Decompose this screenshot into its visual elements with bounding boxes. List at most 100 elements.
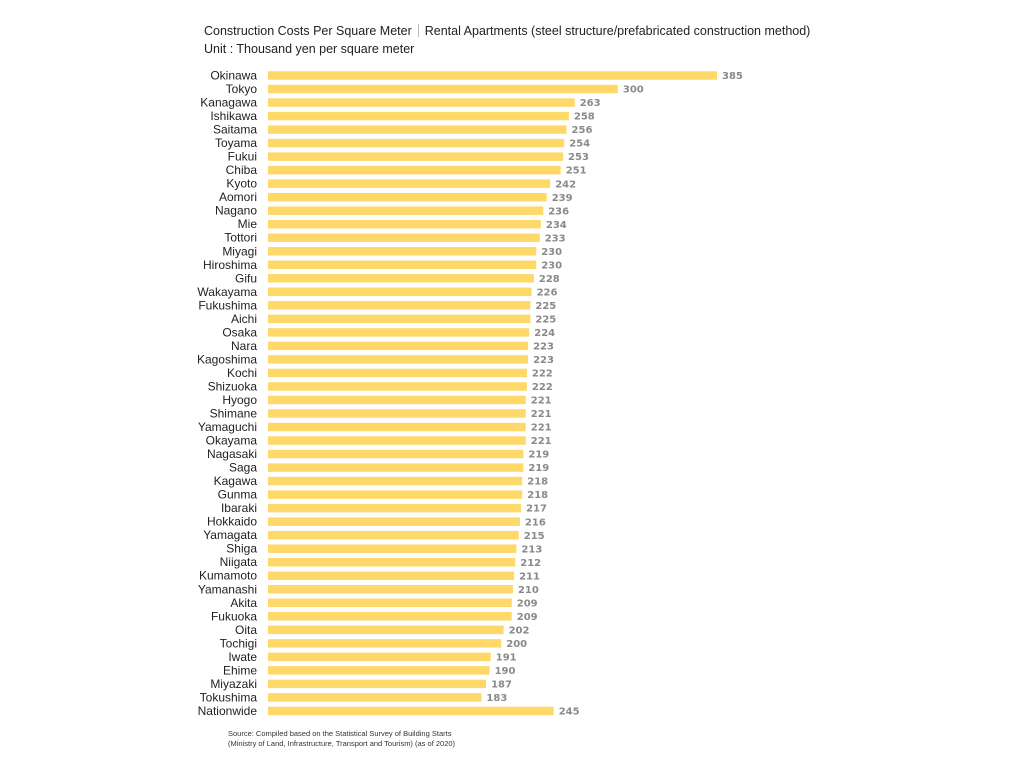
category-label: Hyogo (222, 393, 257, 407)
bar (268, 219, 541, 229)
data-label: 190 (495, 666, 516, 677)
data-label: 258 (574, 112, 595, 123)
data-label: 221 (531, 396, 552, 407)
category-label: Kanagawa (200, 96, 257, 110)
bar (268, 476, 523, 486)
category-label: Kagoshima (197, 352, 257, 366)
category-label: Tokushima (200, 690, 258, 704)
bar (268, 192, 547, 202)
title-separator (417, 24, 419, 37)
data-label: 218 (527, 477, 548, 488)
bar (268, 409, 526, 418)
bar (268, 301, 531, 310)
bar (268, 436, 526, 445)
category-label: Nationwide (198, 704, 258, 718)
chart-title: Construction Costs Per Square Meter Renta… (204, 24, 810, 38)
category-label: Nagasaki (207, 447, 257, 461)
data-label: 222 (532, 382, 553, 393)
bar (268, 422, 526, 432)
category-label: Yamanashi (198, 582, 257, 596)
bar (268, 382, 527, 391)
bar (268, 557, 516, 567)
category-label: Okayama (206, 434, 258, 448)
category-label: Okinawa (210, 69, 257, 83)
data-label: 236 (548, 206, 569, 217)
category-label: Shimane (210, 407, 258, 421)
category-label: Gunma (218, 488, 258, 502)
bar (268, 314, 531, 324)
category-label: Oita (235, 623, 257, 637)
category-label: Ishikawa (210, 109, 257, 123)
bar (268, 260, 537, 270)
bar (268, 544, 517, 553)
data-label: 233 (545, 233, 566, 244)
bar (268, 247, 537, 256)
bar (268, 355, 529, 364)
bar (268, 679, 487, 689)
bar (268, 639, 502, 648)
data-label: 221 (531, 423, 552, 434)
data-label: 256 (572, 125, 593, 136)
data-label: 219 (528, 463, 549, 474)
bar (268, 274, 534, 283)
source-note-line-2: (Ministry of Land, Infrastructure, Trans… (228, 739, 456, 748)
bar (268, 341, 529, 351)
bar (268, 125, 567, 134)
data-label: 215 (524, 531, 545, 542)
chart-unit: Unit : Thousand yen per square meter (204, 42, 415, 56)
bar (268, 395, 526, 405)
bar (268, 111, 569, 121)
category-label: Aichi (231, 312, 257, 326)
data-label: 230 (541, 247, 562, 258)
data-label: 202 (509, 625, 530, 636)
data-label: 187 (491, 680, 512, 691)
bar (268, 98, 575, 107)
category-label: Aomori (219, 190, 257, 204)
bar (268, 625, 504, 635)
category-label: Hiroshima (203, 258, 257, 272)
category-label: Toyama (215, 136, 257, 150)
category-label: Iwate (228, 650, 257, 664)
category-label: Yamaguchi (198, 420, 257, 434)
category-label: Ibaraki (221, 501, 257, 515)
bar (268, 598, 512, 608)
bar (268, 571, 515, 580)
data-label: 254 (569, 139, 590, 150)
data-label: 225 (535, 301, 556, 312)
data-label: 221 (531, 409, 552, 420)
bar (268, 206, 544, 215)
bar (268, 287, 532, 297)
data-label: 212 (520, 558, 541, 569)
data-label: 183 (486, 693, 507, 704)
bar (268, 152, 564, 161)
data-label: 219 (528, 450, 549, 461)
chart-subtitle: Rental Apartments (steel structure/prefa… (424, 24, 811, 38)
data-label: 200 (506, 639, 527, 650)
bar (268, 71, 717, 80)
data-label: 223 (533, 342, 554, 353)
category-label: Hokkaido (207, 515, 257, 529)
data-label: 222 (532, 369, 553, 380)
source-note-line-1: Source: Compiled based on the Statistica… (228, 729, 452, 738)
category-label: Tottori (224, 231, 257, 245)
category-label: Shizuoka (208, 379, 258, 393)
data-label: 209 (517, 598, 538, 609)
bar (268, 652, 491, 662)
data-label: 230 (541, 260, 562, 271)
category-label: Kumamoto (199, 569, 257, 583)
data-label: 245 (559, 707, 580, 718)
data-label: 213 (521, 544, 542, 555)
bar (268, 517, 520, 526)
data-label: 239 (552, 193, 573, 204)
category-label: Nara (231, 339, 257, 353)
data-label: 223 (533, 355, 554, 366)
chart-title-text: Construction Costs Per Square Meter (204, 24, 412, 38)
bar (268, 138, 565, 148)
bar (268, 449, 524, 459)
data-label: 209 (517, 612, 538, 623)
bar (268, 84, 618, 94)
data-label: 224 (534, 328, 555, 339)
bar (268, 693, 482, 702)
bar (268, 666, 490, 675)
data-label: 211 (519, 571, 540, 582)
